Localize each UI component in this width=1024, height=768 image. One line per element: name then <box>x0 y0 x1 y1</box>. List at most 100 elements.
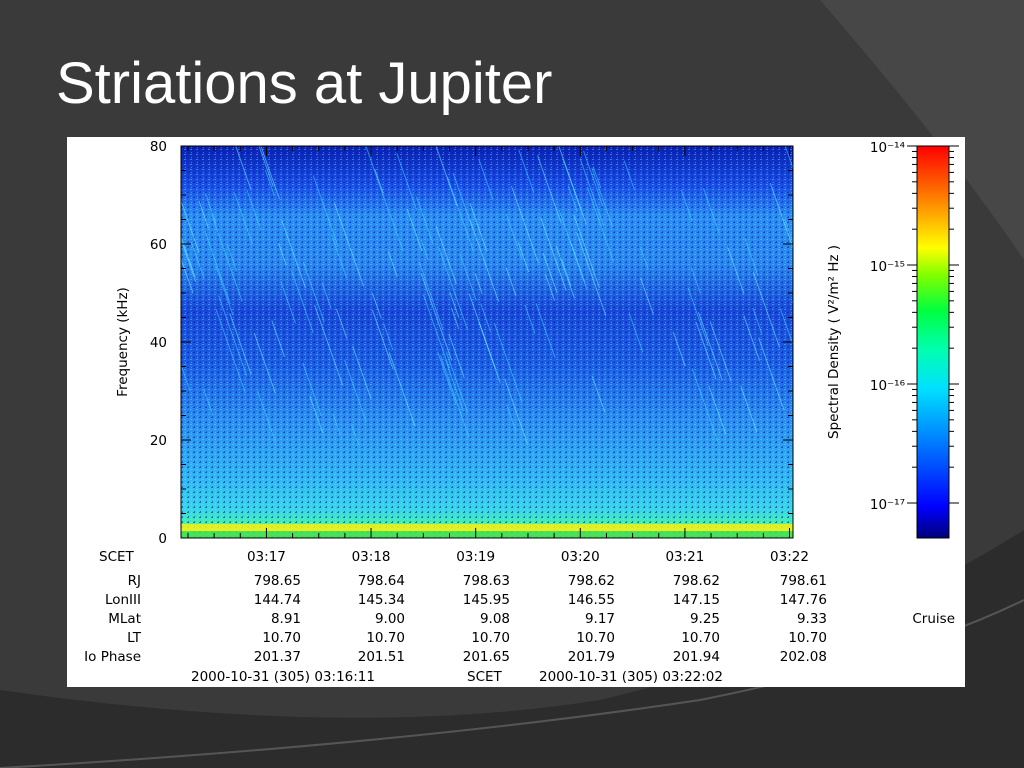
striation-mark <box>586 186 615 264</box>
striation-mark <box>344 359 367 423</box>
striation-mark <box>510 185 539 263</box>
striation-mark <box>535 303 556 359</box>
striation-mark <box>567 185 578 213</box>
ephemeris-value: 798.65 <box>254 573 301 589</box>
ephemeris-value: 9.33 <box>797 611 827 627</box>
striation-mark <box>435 226 457 285</box>
ephemeris-value: 798.62 <box>673 573 720 589</box>
striation-mark <box>258 146 274 187</box>
striation-mark <box>798 297 806 319</box>
spectrogram-chart: 0 20 40 60 80 Frequency (kHz) 10⁻¹⁴ 10⁻¹⁵ 10⁻¹⁶… <box>84 139 959 685</box>
y-tick-label: 80 <box>150 139 167 155</box>
ephemeris-row-label: LT <box>127 630 142 646</box>
striation-mark <box>740 385 758 433</box>
ephemeris-value: 9.08 <box>480 611 510 627</box>
striation-mark <box>573 215 600 288</box>
striation-mark <box>697 312 723 381</box>
striation-mark <box>505 267 517 296</box>
striation-mark <box>505 214 523 259</box>
striation-mark <box>152 203 174 266</box>
striations <box>141 146 806 446</box>
ephemeris-row-label: LonIII <box>105 592 141 608</box>
striation-mark <box>478 322 501 384</box>
striation-mark <box>352 346 372 399</box>
striation-mark <box>365 146 390 214</box>
striation-mark <box>784 219 793 244</box>
striation-mark <box>779 308 793 347</box>
striation-mark <box>388 352 416 426</box>
ephemeris-row-label: MLat <box>108 611 141 627</box>
ephemeris-value: 798.63 <box>463 573 510 589</box>
striation-mark <box>143 261 161 313</box>
striation-mark <box>181 238 197 283</box>
spectrogram-figure: 0 20 40 60 80 Frequency (kHz) 10⁻¹⁴ 10⁻¹⁵ 10⁻¹⁶… <box>67 137 965 687</box>
striation-mark <box>235 146 252 190</box>
striation-mark <box>141 377 163 441</box>
striation-mark <box>452 172 473 227</box>
striation-mark <box>480 303 492 332</box>
striation-mark <box>331 235 348 278</box>
striation-mark <box>422 294 450 369</box>
striation-mark <box>406 208 423 252</box>
striation-mark <box>687 287 709 346</box>
striation-mark <box>383 323 394 351</box>
striation-mark <box>229 312 252 375</box>
striation-mark <box>332 414 341 435</box>
ephemeris-row-label: SCET <box>99 549 135 565</box>
striation-mark <box>312 175 339 248</box>
striation-mark <box>558 210 588 290</box>
striation-mark <box>703 188 720 233</box>
striation-mark <box>253 332 276 394</box>
striation-mark <box>264 169 275 196</box>
striation-mark <box>215 265 234 316</box>
colorbar-tick-label: 10⁻¹⁴ <box>870 140 905 156</box>
colorbar-tick-label: 10⁻¹⁶ <box>870 378 905 394</box>
striation-mark <box>351 424 360 446</box>
striation-mark <box>449 291 460 318</box>
colorbar-tick-label: 10⁻¹⁵ <box>870 259 905 275</box>
ephemeris-value: 146.55 <box>568 592 615 608</box>
striation-mark <box>204 230 231 305</box>
ephemeris-value: 201.51 <box>358 649 405 665</box>
striation-mark <box>278 242 287 266</box>
y-tick-label: 20 <box>150 433 167 449</box>
striation-mark <box>190 242 205 279</box>
striation-mark <box>416 196 434 245</box>
striation-mark <box>518 149 535 193</box>
striation-mark <box>558 146 587 225</box>
y-tick-label: 0 <box>158 531 167 547</box>
striation-mark <box>727 246 745 294</box>
striation-mark <box>314 305 344 386</box>
striation-mark <box>579 158 605 227</box>
striation-mark <box>336 308 348 339</box>
striation-mark <box>752 307 763 334</box>
striation-mark <box>592 166 602 189</box>
ephemeris-value: 798.61 <box>780 573 827 589</box>
striation-mark <box>371 293 382 319</box>
striation-mark <box>504 378 528 444</box>
striation-mark <box>439 355 470 438</box>
ephemeris-value: 798.62 <box>568 573 615 589</box>
striation-mark <box>446 176 474 252</box>
striation-mark <box>540 217 567 291</box>
striation-mark <box>478 159 494 200</box>
ephemeris-value: 201.65 <box>463 649 510 665</box>
colorbar-tick-label: 10⁻¹⁷ <box>870 497 905 513</box>
striation-mark <box>709 321 732 382</box>
ephemeris-value: 201.94 <box>673 649 720 665</box>
mission-phase-label: Cruise <box>912 611 955 627</box>
time-range-start: 2000-10-31 (305) 03:16:11 <box>191 669 375 685</box>
striation-mark <box>628 313 644 353</box>
x-tick-label: 03:20 <box>561 549 600 565</box>
ephemeris-row-label: RJ <box>128 573 141 589</box>
striation-mark <box>302 261 325 322</box>
striation-mark <box>153 157 177 226</box>
striation-mark <box>203 389 214 416</box>
striation-mark <box>708 385 727 435</box>
ephemeris-value: 10.70 <box>788 630 827 646</box>
striation-mark <box>374 168 384 194</box>
striation-mark <box>639 246 649 270</box>
striation-mark <box>218 295 247 376</box>
striation-mark <box>246 190 262 230</box>
ephemeris-value: 8.91 <box>271 611 301 627</box>
